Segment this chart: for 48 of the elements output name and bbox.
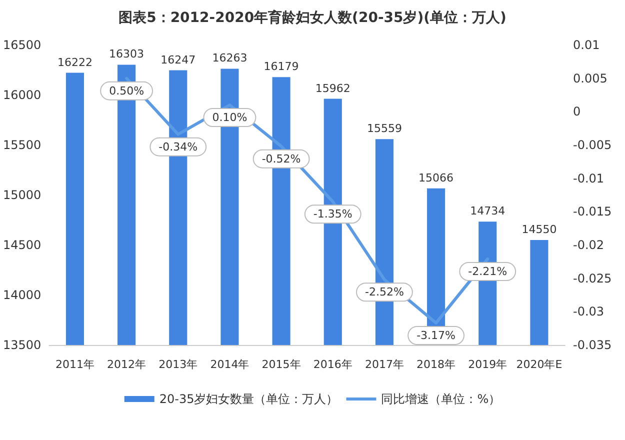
data-label: 16303 [109,48,144,61]
y2-tick-label: 0.01 [573,38,600,52]
y-tick-label: 16500 [2,38,42,52]
data-label: 15559 [366,122,402,136]
x-tick-label: 2019年 [468,358,508,371]
y2-tick-label: -0.02 [573,238,604,252]
y-tick-label: 15000 [2,188,42,202]
y-tick-label: 14500 [2,238,42,252]
y-tick-label: 13500 [2,338,42,352]
data-label: 15962 [315,82,350,95]
x-tick-label: 2012年 [107,358,146,371]
data-label: -0.52% [262,152,301,166]
data-label: -2.21% [468,265,508,278]
y2-tick-label: -0.015 [573,204,612,219]
x-tick-label: 2017年 [364,358,404,371]
y2-tick-label: -0.005 [573,138,612,152]
y2-tick-label: -0.035 [573,338,612,352]
y2-tick-label: -0.03 [573,304,604,319]
chart-title: 图表5：2012-2020年育龄妇女人数(20-35岁)(单位：万人) [118,9,506,26]
y-tick-label: 14000 [2,288,42,302]
x-tick-label: 2018年 [416,358,456,371]
y2-tick-label: -0.025 [573,271,612,286]
x-tick-label: 2016年 [313,358,352,371]
x-tick-label: 2013年 [158,358,198,371]
y-tick-label: 16000 [2,88,42,102]
data-label: 16179 [264,60,299,74]
data-label: 15066 [418,171,454,184]
y2-tick-label: 0 [573,104,581,119]
legend-label: 20-35岁妇女数量（单位：万人） [159,392,338,406]
data-label: -0.34% [158,140,198,154]
legend-label: 同比增速（单位：%） [381,392,501,406]
data-label: -2.52% [365,286,404,299]
data-label: 16247 [160,53,196,66]
data-label: 14734 [470,204,506,218]
x-tick-label: 2015年 [262,358,301,371]
y2-tick-label: -0.01 [573,171,604,186]
y-tick-label: 15500 [2,138,42,152]
x-tick-label: 2020年E [516,358,562,371]
y2-tick-label: 0.005 [573,71,608,86]
data-label: 14550 [522,223,557,236]
data-label: 0.50% [109,84,144,98]
x-tick-label: 2011年 [55,358,94,371]
data-label: 0.10% [212,111,248,124]
data-label: -1.35% [313,208,352,221]
data-label: -3.17% [416,329,456,342]
data-label: 16222 [57,56,92,69]
x-tick-label: 2014年 [210,358,250,371]
data-label: 16263 [212,52,248,65]
